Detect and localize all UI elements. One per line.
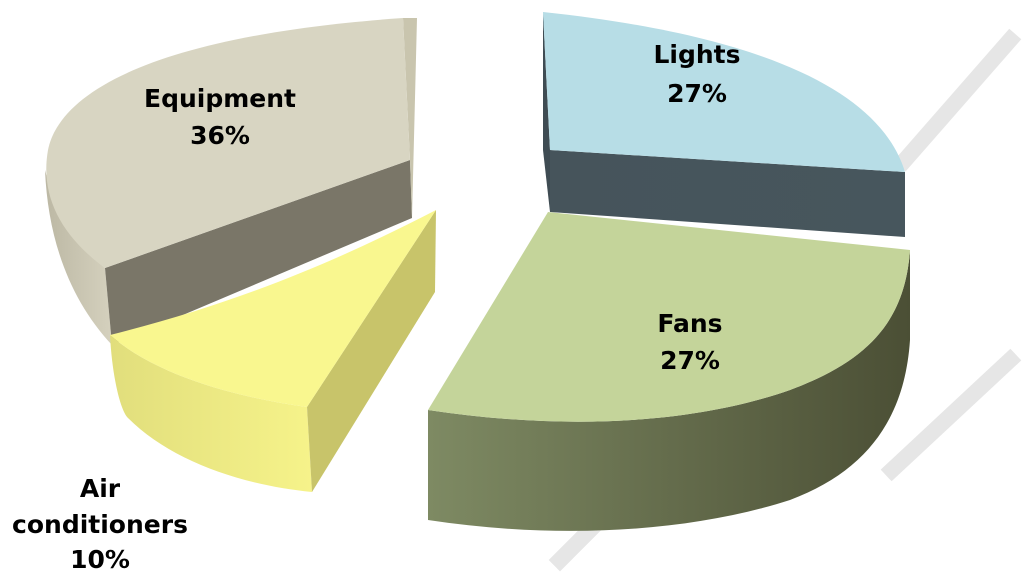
- label-air-conditioners-line2: conditioners: [12, 510, 188, 539]
- label-fans-name: Fans: [657, 309, 722, 338]
- slice-equipment-right-face: [403, 18, 417, 218]
- label-air-conditioners-line1: Air: [80, 474, 121, 503]
- slice-equipment: [45, 18, 417, 345]
- slice-lights-left-face: [543, 12, 550, 212]
- label-lights-name: Lights: [653, 40, 740, 69]
- label-air-conditioners-percent: 10%: [70, 545, 130, 573]
- label-lights-percent: 27%: [667, 79, 727, 108]
- slice-labels: Equipment 36% Lights 27% Fans 27% Air co…: [12, 40, 740, 573]
- slice-air-conditioners-side: [110, 335, 312, 492]
- slice-lights-side: [550, 150, 905, 237]
- slice-air-conditioners: [110, 210, 436, 492]
- slice-air-conditioners-top: [110, 210, 436, 407]
- slice-fans: [428, 212, 910, 531]
- label-equipment-percent: 36%: [190, 121, 250, 150]
- slice-fans-top: [428, 212, 910, 422]
- slice-fans-side: [428, 250, 910, 531]
- slice-lights: [543, 12, 905, 237]
- slice-equipment-side: [45, 170, 112, 345]
- label-equipment-name: Equipment: [144, 84, 296, 113]
- slice-lights-top: [543, 12, 905, 172]
- slice-equipment-top: [46, 18, 411, 268]
- label-fans-percent: 27%: [660, 346, 720, 375]
- slice-equipment-inner-face: [105, 160, 412, 345]
- slice-air-conditioners-inner-face: [307, 210, 436, 492]
